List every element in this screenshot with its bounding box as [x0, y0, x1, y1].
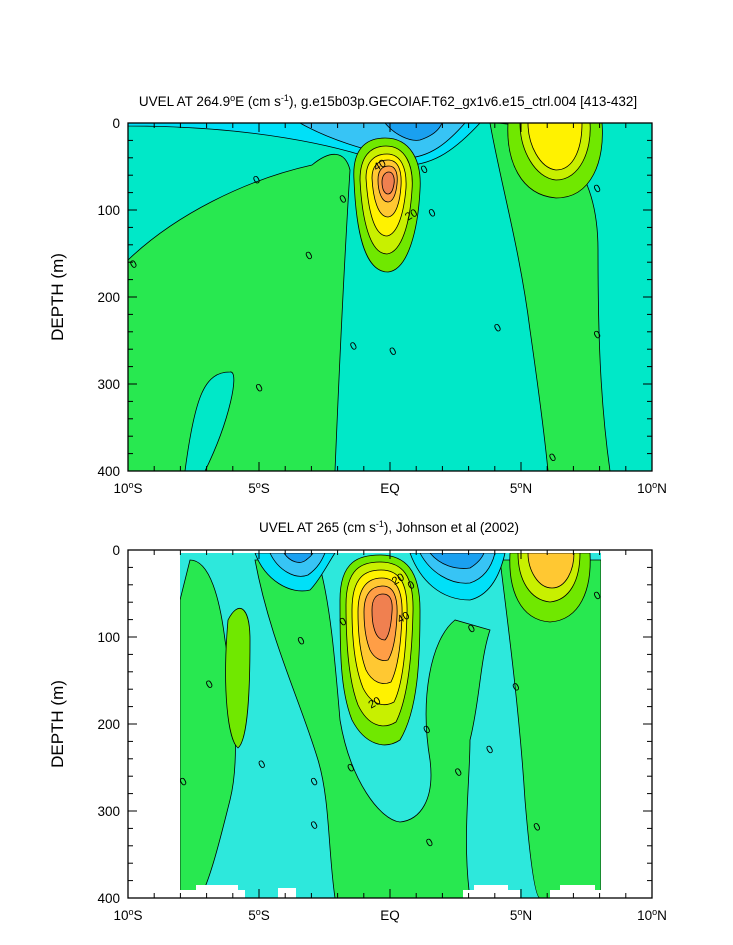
- y-tick-label: 300: [97, 804, 120, 819]
- contour-label: 0: [547, 451, 558, 464]
- y-tick-label: 400: [97, 464, 120, 479]
- contour-label: 0: [492, 322, 503, 335]
- top-contour-labels: 0 0 0 0 40 20 0 0 0 0 0 0 0 0 0: [128, 157, 603, 464]
- contour-label: 0: [427, 207, 438, 220]
- bottom-blue-surface: [283, 552, 485, 569]
- contour-label: 0: [304, 249, 315, 262]
- x-tick-label: 10oN: [637, 480, 667, 496]
- bottom-green-west: [180, 559, 236, 898]
- contour-label: 0: [251, 174, 262, 187]
- y-tick-label: 200: [97, 717, 120, 732]
- contour-label: 0: [338, 193, 349, 206]
- x-tick-label: EQ: [380, 908, 400, 923]
- contour-label: 0: [406, 579, 417, 592]
- top-x-ticks: 10oS 5oS EQ 5oN 10oN: [113, 123, 667, 496]
- bottom-lime-west: [225, 608, 251, 749]
- contour-label: 0: [424, 836, 435, 849]
- bottom-undercurrent-core: [371, 593, 393, 641]
- top-contour-fill: [128, 123, 652, 471]
- top-undercurrent-core: [381, 171, 395, 195]
- contour-label: 20: [366, 695, 383, 712]
- contour-label: 0: [511, 681, 522, 694]
- contour-label: 20: [390, 571, 407, 588]
- bottom-contour-fill: [180, 550, 601, 898]
- contour-label: 0: [532, 821, 543, 834]
- contour-label: 0: [178, 776, 189, 789]
- bottom-nec-gold: [527, 552, 575, 589]
- contour-label: 0: [128, 258, 139, 271]
- contour-label: 0: [453, 766, 464, 779]
- contour-label: 0: [419, 163, 430, 176]
- y-tick-label: 100: [97, 630, 120, 645]
- y-tick-label: 200: [97, 290, 120, 305]
- x-tick-label: 10oS: [113, 907, 142, 923]
- y-tick-label: 300: [97, 377, 120, 392]
- bottom-green-east: [499, 559, 601, 898]
- contour-label: 0: [387, 345, 398, 358]
- x-tick-label: 10oN: [637, 907, 667, 923]
- y-tick-label: 100: [97, 203, 120, 218]
- x-tick-label: 10oS: [113, 480, 142, 496]
- top-y-axis-label: DEPTH (m): [48, 253, 67, 341]
- contour-label: 0: [256, 758, 267, 771]
- contour-label: 0: [296, 635, 307, 648]
- top-green-field: [128, 153, 351, 471]
- contour-label: 0: [254, 382, 265, 395]
- x-tick-label: EQ: [380, 481, 400, 496]
- x-tick-label: 5oS: [248, 480, 270, 496]
- top-panel: UVEL AT 264.9oE (cm s-1), g.e15b03p.GECO…: [48, 93, 667, 496]
- contour-label: 0: [204, 678, 215, 691]
- bottom-x-ticks: 10oS 5oS EQ 5oN 10oN: [113, 550, 667, 923]
- top-blue-surface: [384, 123, 443, 141]
- contour-label: 0: [348, 340, 359, 353]
- contour-label: 0: [592, 182, 603, 195]
- contour-label: 0: [309, 819, 320, 832]
- bottom-green-mid: [254, 559, 491, 898]
- contour-label: 0: [346, 762, 357, 775]
- contour-label: 20: [403, 207, 420, 224]
- contour-label: 0: [309, 776, 320, 789]
- y-tick-label: 0: [112, 543, 120, 558]
- y-tick-label: 400: [97, 891, 120, 906]
- contour-label: 40: [395, 610, 412, 627]
- contour-label: 40: [372, 157, 389, 174]
- contour-label: 0: [484, 743, 495, 756]
- x-tick-label: 5oN: [510, 480, 532, 496]
- y-tick-label: 0: [112, 116, 120, 131]
- x-tick-label: 5oN: [510, 907, 532, 923]
- x-tick-label: 5oS: [248, 907, 270, 923]
- bottom-panel-title: UVEL AT 265 (cm s-1), Johnson et al (200…: [259, 519, 519, 535]
- top-nec-yellow: [527, 123, 583, 171]
- contour-label: 0: [592, 589, 603, 602]
- contour-label: 0: [422, 723, 433, 736]
- bottom-y-axis-label: DEPTH (m): [48, 680, 67, 768]
- top-panel-title: UVEL AT 264.9oE (cm s-1), g.e15b03p.GECO…: [139, 93, 637, 109]
- bottom-panel: UVEL AT 265 (cm s-1), Johnson et al (200…: [48, 519, 667, 923]
- contour-label: 0: [592, 329, 603, 342]
- contour-label: 0: [338, 615, 349, 628]
- contour-label: 0: [466, 622, 477, 635]
